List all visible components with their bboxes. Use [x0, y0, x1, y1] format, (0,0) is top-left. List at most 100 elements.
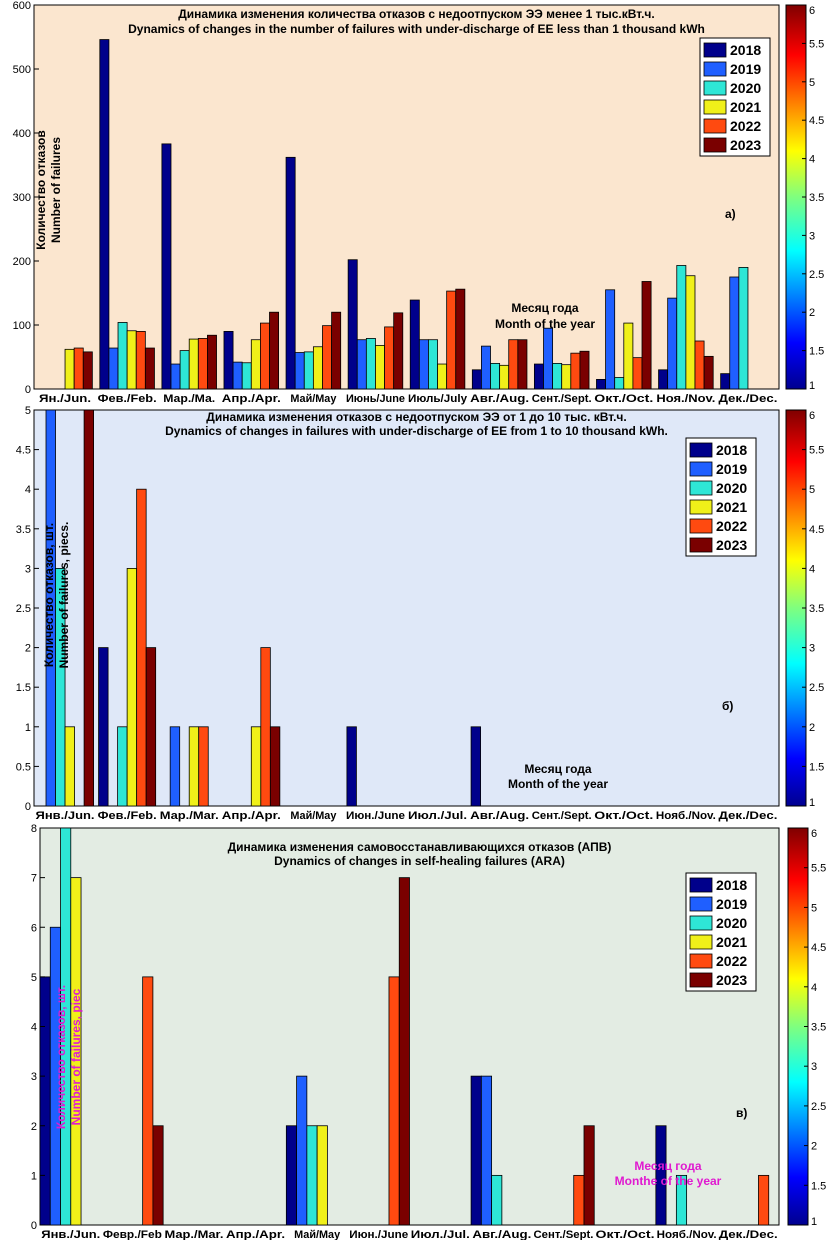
chart-panel-1: 0 100 200 300 400 500 600 Ян./Jun. Фев./Feb. Мар.… — [13, 0, 825, 405]
bar-2022-2 — [142, 976, 154, 1226]
bar-2018-6 — [347, 259, 358, 390]
legend-label-2018: 2018 — [730, 42, 761, 58]
bar-2022-12 — [758, 1174, 770, 1226]
legend-box — [685, 437, 757, 557]
legend-label-2023: 2023 — [730, 137, 761, 153]
bar-2023-4 — [269, 311, 280, 390]
legend-swatch-2019 — [703, 61, 727, 77]
colorbar-tick-label: 1.5 — [809, 346, 824, 358]
colorbar-tick-label: 5 — [809, 77, 815, 89]
bar-2020-4 — [241, 362, 252, 390]
bar-2022-1 — [73, 347, 84, 390]
bar-2021-5 — [312, 346, 323, 390]
bar-2018-12 — [720, 373, 731, 390]
x-tick-label: Окт./Oct. — [594, 810, 653, 822]
bar-2018-4 — [223, 330, 234, 390]
bar-2021-8 — [499, 364, 510, 390]
bar-2018-8 — [470, 726, 481, 807]
legend-swatch-2019 — [689, 896, 713, 912]
bar-2019-5 — [294, 352, 305, 390]
y-axis-label-en: Number of failures, piec — [69, 988, 83, 1125]
y-tick-label: 4 — [31, 1022, 37, 1034]
legend-swatch-2023 — [689, 972, 713, 988]
legend-label-2018: 2018 — [716, 877, 747, 893]
legend-swatch-2021 — [689, 499, 713, 515]
legend-label-2020: 2020 — [716, 915, 747, 931]
bar-2022-3 — [197, 338, 208, 390]
y-tick-label: 0 — [25, 384, 31, 396]
colorbar-tick-label: 5 — [809, 484, 815, 496]
bar-2018-2 — [99, 39, 110, 390]
bar-2023-9 — [583, 1125, 595, 1226]
bar-2019-10 — [605, 289, 616, 390]
bar-2023-3 — [207, 334, 217, 390]
x-tick-label: Нояб./Nov. — [656, 810, 716, 822]
legend-label-2022: 2022 — [730, 118, 761, 134]
bar-2018-9 — [533, 363, 544, 390]
x-tick-label: Дек./Dec. — [719, 1229, 778, 1240]
bar-2021-6 — [375, 345, 385, 390]
legend-swatch-2023 — [703, 137, 727, 153]
x-axis-label-en: Month of the year — [495, 317, 595, 331]
legend-swatch-2018 — [703, 42, 727, 58]
legend-label-2020: 2020 — [716, 480, 747, 496]
y-tick-label: 6 — [31, 922, 37, 934]
x-tick-label: Янв./Jun. — [41, 1229, 100, 1240]
chart-subtitle: Dynamics of changes in failures with und… — [165, 424, 668, 438]
legend-swatch-2020 — [689, 915, 713, 931]
x-tick-label: Апр./Apr. — [222, 810, 281, 822]
y-tick-label: 3 — [25, 563, 31, 575]
panel-label: а) — [725, 207, 736, 221]
legend-swatch-2020 — [703, 80, 727, 96]
legend-swatch-2023 — [689, 537, 713, 553]
y-tick-label: 300 — [13, 192, 31, 204]
x-tick-label: Авг./Aug. — [470, 810, 529, 822]
bar-2022-5 — [322, 325, 332, 390]
bar-2023-9 — [579, 350, 590, 390]
y-tick-label: 2.5 — [16, 603, 31, 615]
colorbar: 1 1.5 2 2.5 3 3.5 4 4.5 5 5.5 6 — [785, 409, 824, 809]
bar-2018-5 — [285, 156, 296, 390]
bar-2019-4 — [232, 361, 243, 390]
colorbar-tick-label: 5.5 — [811, 863, 826, 875]
bar-2023-2 — [152, 1125, 164, 1226]
bar-2022-7 — [446, 290, 457, 390]
colorbar-tick-label: 3.5 — [811, 1022, 826, 1034]
y-tick-label: 3 — [31, 1071, 37, 1083]
y-axis-label: Количество отказов, шт. Number of failure… — [42, 522, 71, 669]
bar-2022-11 — [694, 340, 705, 390]
y-axis-label-ru: Количество отказов, шт. — [42, 523, 56, 667]
colorbar: 1 1.5 2 2.5 3 3.5 4 4.5 5 5.5 6 — [785, 4, 824, 392]
y-tick-label: 200 — [13, 256, 31, 268]
x-tick-label: Окт./Oct. — [594, 393, 653, 405]
bar-2021-11 — [685, 275, 696, 390]
x-axis-label-en: Month of the year — [508, 777, 608, 791]
legend-label-2023: 2023 — [716, 537, 747, 553]
bar-2021-9 — [561, 364, 572, 390]
chart-panel-3: 0 1 2 3 4 5 6 7 8 Янв./Jun. Февр./Feb Мар./Mar. Апр.… — [31, 823, 826, 1240]
colorbar-tick-label: 4.5 — [811, 942, 826, 954]
colorbar-tick-label: 4 — [809, 563, 815, 575]
y-tick-label: 100 — [13, 320, 31, 332]
legend-label-2019: 2019 — [716, 461, 747, 477]
bar-2022-8 — [508, 339, 519, 390]
bar-2020-11 — [675, 1174, 688, 1226]
bar-2020-1 — [55, 568, 66, 807]
x-tick-label: Ян./Jun. — [39, 393, 91, 405]
bar-2019-6 — [356, 339, 367, 390]
bar-2022-4 — [259, 322, 270, 390]
x-tick-label: Апр./Apr. — [222, 393, 281, 405]
panel-label: б) — [722, 699, 733, 713]
legend-swatch-2018 — [689, 442, 713, 458]
legend-swatch-2020 — [689, 480, 713, 496]
colorbar-tick-label: 4.5 — [809, 524, 824, 536]
legend-swatch-2022 — [703, 118, 727, 134]
bar-2022-10 — [632, 357, 643, 390]
x-tick-label: Янв./Jun. — [36, 810, 95, 822]
legend-swatch-2019 — [689, 461, 713, 477]
bar-2020-8 — [491, 1174, 503, 1226]
colorbar-tick-label: 4 — [809, 154, 815, 166]
colorbar-tick-label: 2 — [811, 1141, 817, 1153]
x-tick-label: Авг./Aug. — [470, 393, 529, 405]
